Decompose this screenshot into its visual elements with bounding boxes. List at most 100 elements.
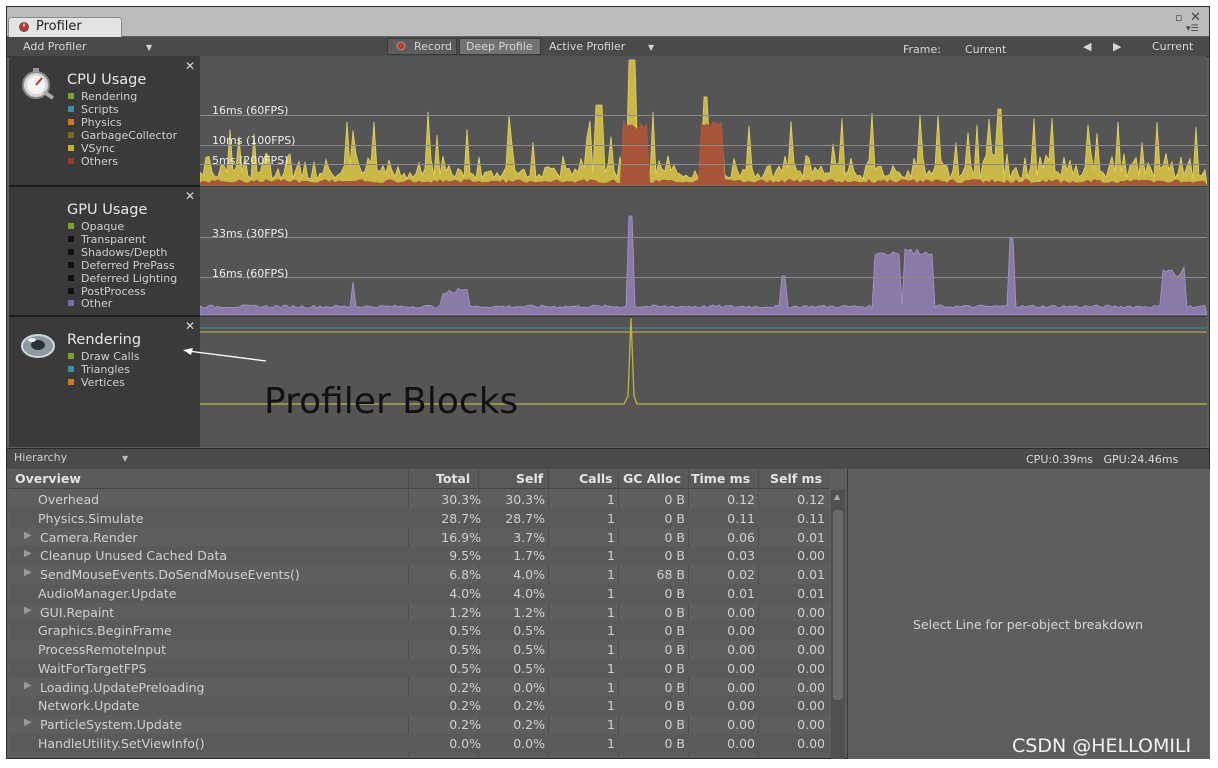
column-header-overview[interactable]: Overview [15,471,81,486]
maximize-icon[interactable]: ▫ [1175,11,1183,24]
close-gpu-icon[interactable]: ✕ [185,189,196,203]
table-row[interactable]: ▶ GUI.Repaint 1.2% 1.2% 1 0 B 0.00 0.00 [9,603,829,622]
rendering-legend-item[interactable]: Triangles [68,363,130,376]
expand-arrow-icon[interactable]: ▶ [24,604,32,616]
row-name: SendMouseEvents.DoSendMouseEvents() [40,567,300,582]
gpu-legend-item[interactable]: Shadows/Depth [68,246,167,259]
record-button[interactable] [387,38,457,55]
expand-arrow-icon[interactable]: ▶ [24,567,32,578]
hierarchy-toolbar [7,448,1209,469]
cell-self: 0.0% [513,735,545,751]
gridline [200,237,1207,238]
scrollbar-thumb[interactable] [833,510,843,700]
column-header-self-ms[interactable]: Self ms [770,471,823,486]
gpu-legend-item[interactable]: Deferred Lighting [68,272,177,285]
window-menu-icon[interactable]: ▾☰ [1186,24,1199,34]
cell-total: 4.0% [449,585,481,601]
tab-profiler[interactable] [8,17,122,37]
row-name: Cleanup Unused Cached Data [40,548,228,564]
legend-label: Triangles [81,362,130,376]
legend-label: Other [81,297,113,311]
cell-gc: 0 B [664,698,685,714]
column-divider[interactable] [548,469,549,759]
cell-self: 4.0% [513,567,545,582]
gpu-legend-item[interactable]: Deferred PrePass [68,259,175,272]
next-frame-icon[interactable]: ▶ [1113,40,1122,53]
table-row[interactable]: ▶ ParticleSystem.Update 0.2% 0.2% 1 0 B 0.00 0.… [9,715,829,734]
table-row[interactable]: ▶ Camera.Render 16.9% 3.7% 1 0 B 0.06 0.01 [9,528,829,547]
table-row[interactable]: AudioManager.Update 4.0% 4.0% 1 0 B 0.01 0.01 [9,583,829,603]
cpu-usage-graph [200,59,1207,186]
legend-label: Rendering [81,90,138,103]
gpu-legend-item[interactable]: Transparent [68,233,146,246]
current-frame-button[interactable]: Current [1152,40,1194,53]
cell-selfms: 0.11 [797,510,825,526]
rendering-icon [21,334,55,358]
cell-time: 0.00 [727,660,755,676]
rendering-legend-item[interactable]: Draw Calls [68,350,140,363]
column-divider[interactable] [688,469,689,759]
chevron-down-icon: ▼ [648,43,655,52]
gpu-legend-item[interactable]: Opaque [68,220,124,233]
expand-arrow-icon[interactable]: ▶ [24,679,32,691]
row-name: Loading.UpdatePreloading [40,679,205,695]
close-cpu-icon[interactable]: ✕ [185,59,196,73]
table-row[interactable]: HandleUtility.SetViewInfo() 0.0% 0.0% 1 0 B 0… [9,733,829,753]
gpu-legend-item[interactable]: PostProcess [68,285,146,298]
row-name: AudioManager.Update [38,585,177,601]
cell-self: 30.3% [505,492,545,507]
cell-self: 0.2% [513,698,545,714]
expand-arrow-icon[interactable]: ▶ [24,717,32,728]
column-header-calls[interactable]: Calls [579,471,613,486]
table-row[interactable]: ▶ Cleanup Unused Cached Data 9.5% 1.7% 1 0 B 0… [9,546,829,566]
row-name: GUI.Repaint [40,604,115,620]
column-divider[interactable] [618,469,619,759]
tab-title: Profiler [36,19,82,34]
table-row[interactable]: Overhead 30.3% 30.3% 1 0 B 0.12 0.12 [9,490,829,509]
column-divider[interactable] [758,469,759,759]
column-header-gc-alloc[interactable]: GC Alloc [623,471,682,486]
close-window-icon[interactable]: ✕ [1190,10,1201,25]
cell-gc: 0 B [664,660,685,676]
frame-label: Frame: [903,43,941,56]
legend-label: Scripts [81,102,119,116]
cpu-legend-item[interactable]: Physics [68,116,122,129]
close-rendering-icon[interactable]: ✕ [185,319,196,333]
cell-calls: 1 [607,660,615,676]
table-row[interactable]: WaitForTargetFPS 0.5% 0.5% 1 0 B 0.00 0.00 [9,658,829,678]
active-profiler-dropdown[interactable]: Active Profiler [549,40,626,53]
add-profiler-dropdown[interactable]: Add Profiler [23,40,87,53]
gpu-gridline-label: 16ms (60FPS) [212,267,289,280]
prev-frame-icon[interactable]: ◀ [1083,40,1092,53]
scroll-up-icon[interactable]: ▲ [834,492,841,501]
cpu-legend-item[interactable]: GarbageCollector [68,129,177,142]
table-row[interactable]: ProcessRemoteInput 0.5% 0.5% 1 0 B 0.00 0.00 [9,640,829,659]
cpu-legend-item[interactable]: Rendering [68,90,137,103]
expand-arrow-icon[interactable]: ▶ [24,548,32,560]
column-divider[interactable] [478,469,479,759]
rendering-title: Rendering [67,332,142,348]
cpu-legend-item[interactable]: Scripts [68,103,119,116]
cell-time: 0.02 [727,567,755,582]
column-header-total[interactable]: Total [436,471,471,486]
table-row[interactable]: ▶ Loading.UpdatePreloading 0.2% 0.0% 1 0 B 0.0… [9,678,829,697]
column-divider[interactable] [408,469,409,759]
table-row[interactable]: Physics.Simulate 28.7% 28.7% 1 0 B 0.11 0.11 [9,508,829,528]
cpu-legend-item[interactable]: VSync [68,142,115,155]
rendering-legend-item[interactable]: Vertices [68,376,125,389]
table-row[interactable]: Graphics.BeginFrame 0.5% 0.5% 1 0 B 0.00 0.00 [9,621,829,641]
column-header-time-ms[interactable]: Time ms [691,471,751,486]
table-row[interactable]: ▶ SendMouseEvents.DoSendMouseEvents() 6.8%… [9,565,829,584]
cell-self: 0.2% [513,717,545,732]
object-breakdown-panel [847,469,1210,759]
cell-calls: 1 [607,698,615,714]
cell-gc: 0 B [664,717,685,732]
table-row[interactable]: Network.Update 0.2% 0.2% 1 0 B 0.00 0.00 [9,696,829,716]
cpu-legend-item[interactable]: Others [68,155,118,168]
view-mode-dropdown[interactable]: Hierarchy [14,451,68,464]
column-header-self[interactable]: Self [516,471,544,486]
legend-label: Vertices [81,375,125,389]
gpu-legend-item[interactable]: Other [68,297,112,310]
deep-profile-button[interactable] [459,38,541,55]
expand-arrow-icon[interactable]: ▶ [24,529,32,541]
